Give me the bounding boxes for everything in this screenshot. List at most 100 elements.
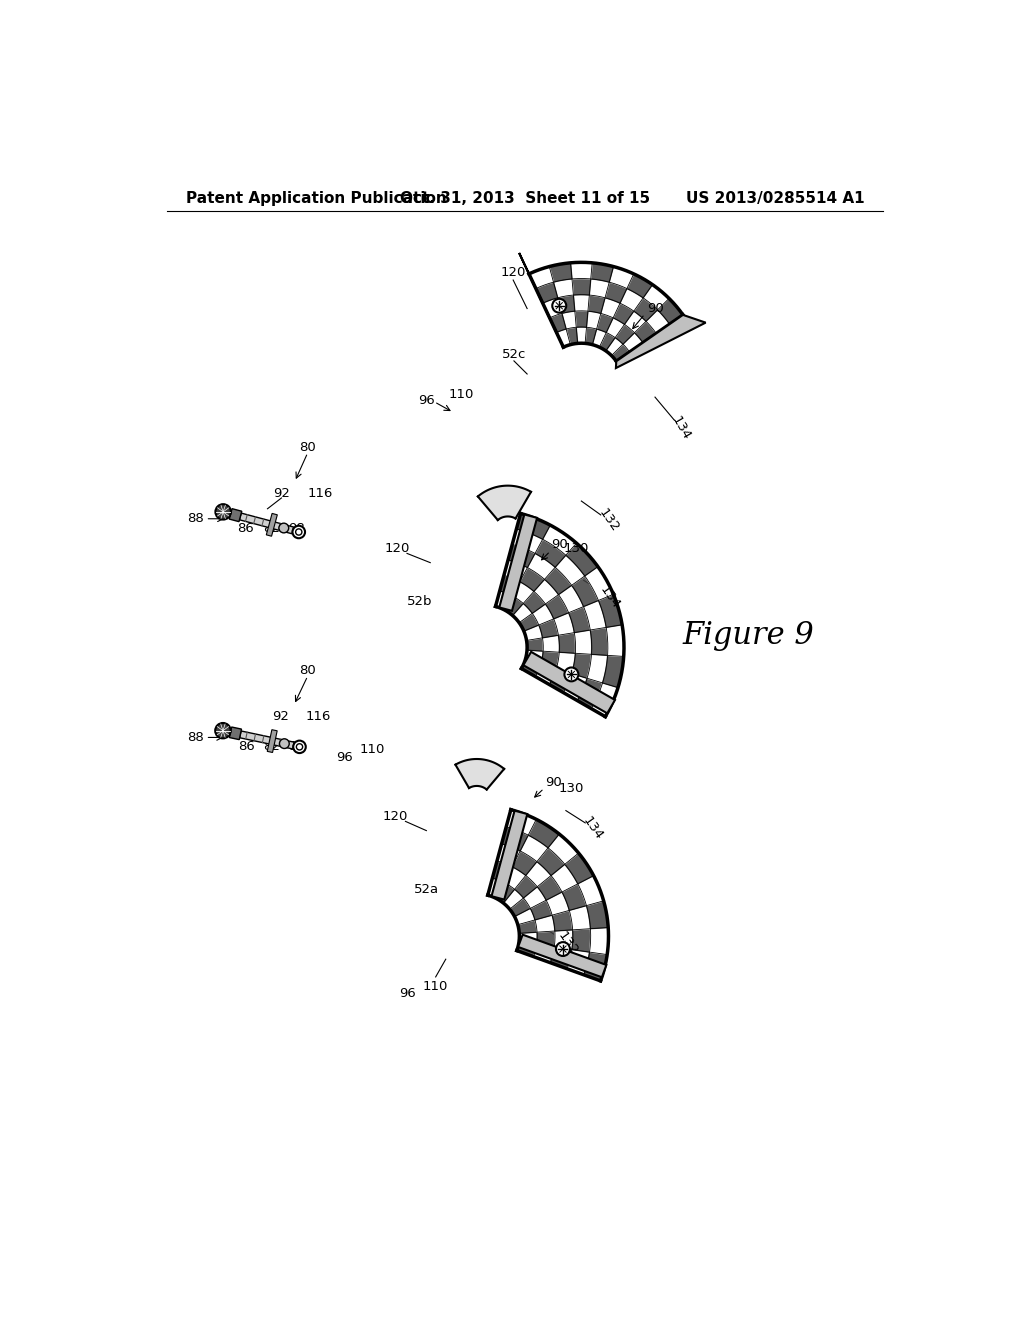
Circle shape	[215, 723, 230, 738]
Polygon shape	[506, 809, 537, 836]
Polygon shape	[504, 867, 525, 890]
Polygon shape	[513, 603, 532, 623]
Polygon shape	[493, 861, 512, 883]
Polygon shape	[500, 576, 520, 595]
Polygon shape	[550, 313, 566, 333]
Polygon shape	[512, 582, 534, 603]
Text: Oct. 31, 2013  Sheet 11 of 15: Oct. 31, 2013 Sheet 11 of 15	[399, 191, 650, 206]
Polygon shape	[602, 655, 624, 688]
Polygon shape	[585, 566, 613, 601]
Text: 116: 116	[307, 487, 333, 500]
Polygon shape	[508, 544, 535, 568]
Polygon shape	[627, 273, 652, 298]
Text: 96: 96	[418, 395, 435, 408]
Polygon shape	[519, 253, 562, 343]
Polygon shape	[606, 624, 624, 656]
Text: 86: 86	[239, 741, 255, 754]
Text: 90: 90	[545, 776, 562, 788]
Text: 82: 82	[263, 521, 280, 535]
Polygon shape	[591, 263, 613, 282]
Polygon shape	[613, 304, 634, 325]
Polygon shape	[520, 836, 548, 862]
Polygon shape	[229, 508, 242, 521]
Polygon shape	[562, 312, 577, 329]
Text: 80: 80	[299, 664, 316, 677]
Polygon shape	[611, 345, 630, 362]
Text: US 2013/0285514 A1: US 2013/0285514 A1	[686, 191, 864, 206]
Text: 120: 120	[384, 543, 410, 556]
Polygon shape	[545, 568, 571, 594]
Polygon shape	[537, 931, 555, 946]
Polygon shape	[568, 607, 590, 632]
Polygon shape	[534, 579, 558, 605]
Polygon shape	[517, 942, 537, 957]
Polygon shape	[240, 731, 294, 748]
Text: 120: 120	[501, 265, 526, 279]
Polygon shape	[497, 843, 520, 867]
Polygon shape	[240, 513, 294, 533]
Text: 132: 132	[596, 506, 622, 535]
Text: 82: 82	[263, 741, 280, 754]
Polygon shape	[536, 282, 558, 304]
Polygon shape	[573, 294, 590, 312]
Polygon shape	[554, 612, 574, 635]
Polygon shape	[548, 834, 579, 865]
Polygon shape	[571, 653, 592, 678]
Text: 116: 116	[306, 710, 332, 723]
Polygon shape	[514, 908, 535, 925]
Polygon shape	[538, 875, 562, 900]
Polygon shape	[528, 820, 559, 847]
Text: 52b: 52b	[408, 594, 433, 607]
Text: 88: 88	[187, 731, 204, 744]
Polygon shape	[569, 906, 591, 929]
Polygon shape	[563, 673, 587, 701]
Polygon shape	[529, 263, 683, 362]
Polygon shape	[543, 635, 559, 652]
Text: 96: 96	[336, 751, 352, 764]
Text: 90: 90	[551, 539, 568, 552]
Text: 134: 134	[581, 814, 605, 842]
Circle shape	[552, 298, 566, 313]
Polygon shape	[539, 619, 558, 638]
Polygon shape	[496, 591, 512, 610]
Text: Patent Application Publication: Patent Application Publication	[186, 191, 446, 206]
Polygon shape	[525, 862, 551, 887]
Polygon shape	[565, 853, 594, 884]
Polygon shape	[523, 887, 546, 908]
Polygon shape	[519, 614, 539, 631]
Circle shape	[564, 668, 579, 681]
Polygon shape	[487, 809, 608, 981]
Polygon shape	[571, 576, 598, 607]
Polygon shape	[599, 333, 615, 351]
Polygon shape	[634, 298, 657, 321]
Text: 80: 80	[299, 441, 316, 454]
Polygon shape	[601, 298, 620, 318]
Text: 86: 86	[238, 521, 254, 535]
Polygon shape	[587, 312, 601, 329]
Text: 110: 110	[359, 743, 385, 756]
Text: 134: 134	[669, 413, 692, 442]
Polygon shape	[578, 678, 602, 709]
Polygon shape	[591, 682, 618, 717]
Polygon shape	[558, 585, 584, 612]
Polygon shape	[518, 920, 537, 933]
Circle shape	[296, 529, 302, 535]
Polygon shape	[597, 313, 613, 333]
Polygon shape	[496, 883, 515, 903]
Polygon shape	[593, 329, 606, 347]
Polygon shape	[571, 929, 591, 952]
Text: 110: 110	[449, 388, 474, 401]
Polygon shape	[505, 595, 523, 615]
Polygon shape	[523, 652, 615, 713]
Polygon shape	[587, 655, 607, 682]
Polygon shape	[609, 267, 634, 289]
Polygon shape	[523, 591, 546, 614]
Polygon shape	[267, 730, 278, 752]
Polygon shape	[530, 900, 552, 920]
Circle shape	[293, 525, 305, 539]
Polygon shape	[551, 865, 578, 892]
Polygon shape	[535, 915, 555, 932]
Polygon shape	[554, 929, 572, 949]
Polygon shape	[588, 296, 605, 313]
Polygon shape	[558, 632, 575, 653]
